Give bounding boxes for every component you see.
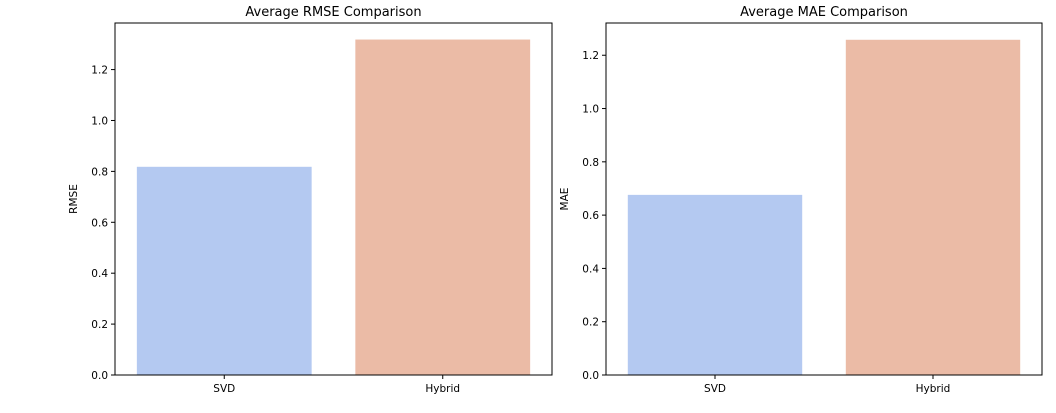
mae-xtick-label: Hybrid: [916, 383, 951, 395]
rmse-ytick-label: 0.0: [91, 370, 108, 382]
mae-ytick-label: 0.4: [582, 263, 599, 275]
mae-xtick-label: SVD: [704, 383, 726, 395]
mae-bar-hybrid: [845, 39, 1021, 375]
rmse-ytick-label: 0.8: [91, 166, 108, 178]
mae-ytick-label: 1.0: [582, 104, 599, 116]
mae-ytick-label: 0.8: [582, 157, 599, 169]
rmse-bar-svd: [136, 166, 312, 375]
rmse-ytick-label: 0.2: [91, 319, 108, 331]
mae-ytick-label: 0.2: [582, 317, 599, 329]
rmse-ytick-label: 0.6: [91, 217, 108, 229]
rmse-ytick-label: 0.4: [91, 268, 108, 280]
mae-ytick-label: 0.0: [582, 370, 599, 382]
rmse-ytick-label: 1.2: [91, 65, 108, 77]
mae-chart: Average MAE Comparison 0.0 0.2 0.4 0.6 0.8 1.0…: [559, 5, 1043, 395]
rmse-axes-frame: [114, 22, 553, 376]
mae-ytick-label: 1.2: [582, 50, 599, 62]
rmse-chart-title: Average RMSE Comparison: [245, 5, 421, 20]
rmse-xtick-label: SVD: [213, 383, 235, 395]
rmse-chart: Average RMSE Comparison 0.0 0.2 0.4 0.6 0.8 1.…: [68, 5, 553, 395]
mae-bar-svd: [627, 194, 803, 375]
rmse-ylabel: RMSE: [68, 184, 80, 214]
rmse-bar-hybrid: [355, 39, 531, 375]
mae-chart-title: Average MAE Comparison: [740, 5, 908, 20]
mae-axes-frame: [605, 22, 1043, 376]
rmse-xtick-label: Hybrid: [425, 383, 460, 395]
mae-ytick-label: 0.6: [582, 210, 599, 222]
rmse-ytick-label: 1.0: [91, 115, 108, 127]
mae-ylabel: MAE: [559, 188, 571, 211]
